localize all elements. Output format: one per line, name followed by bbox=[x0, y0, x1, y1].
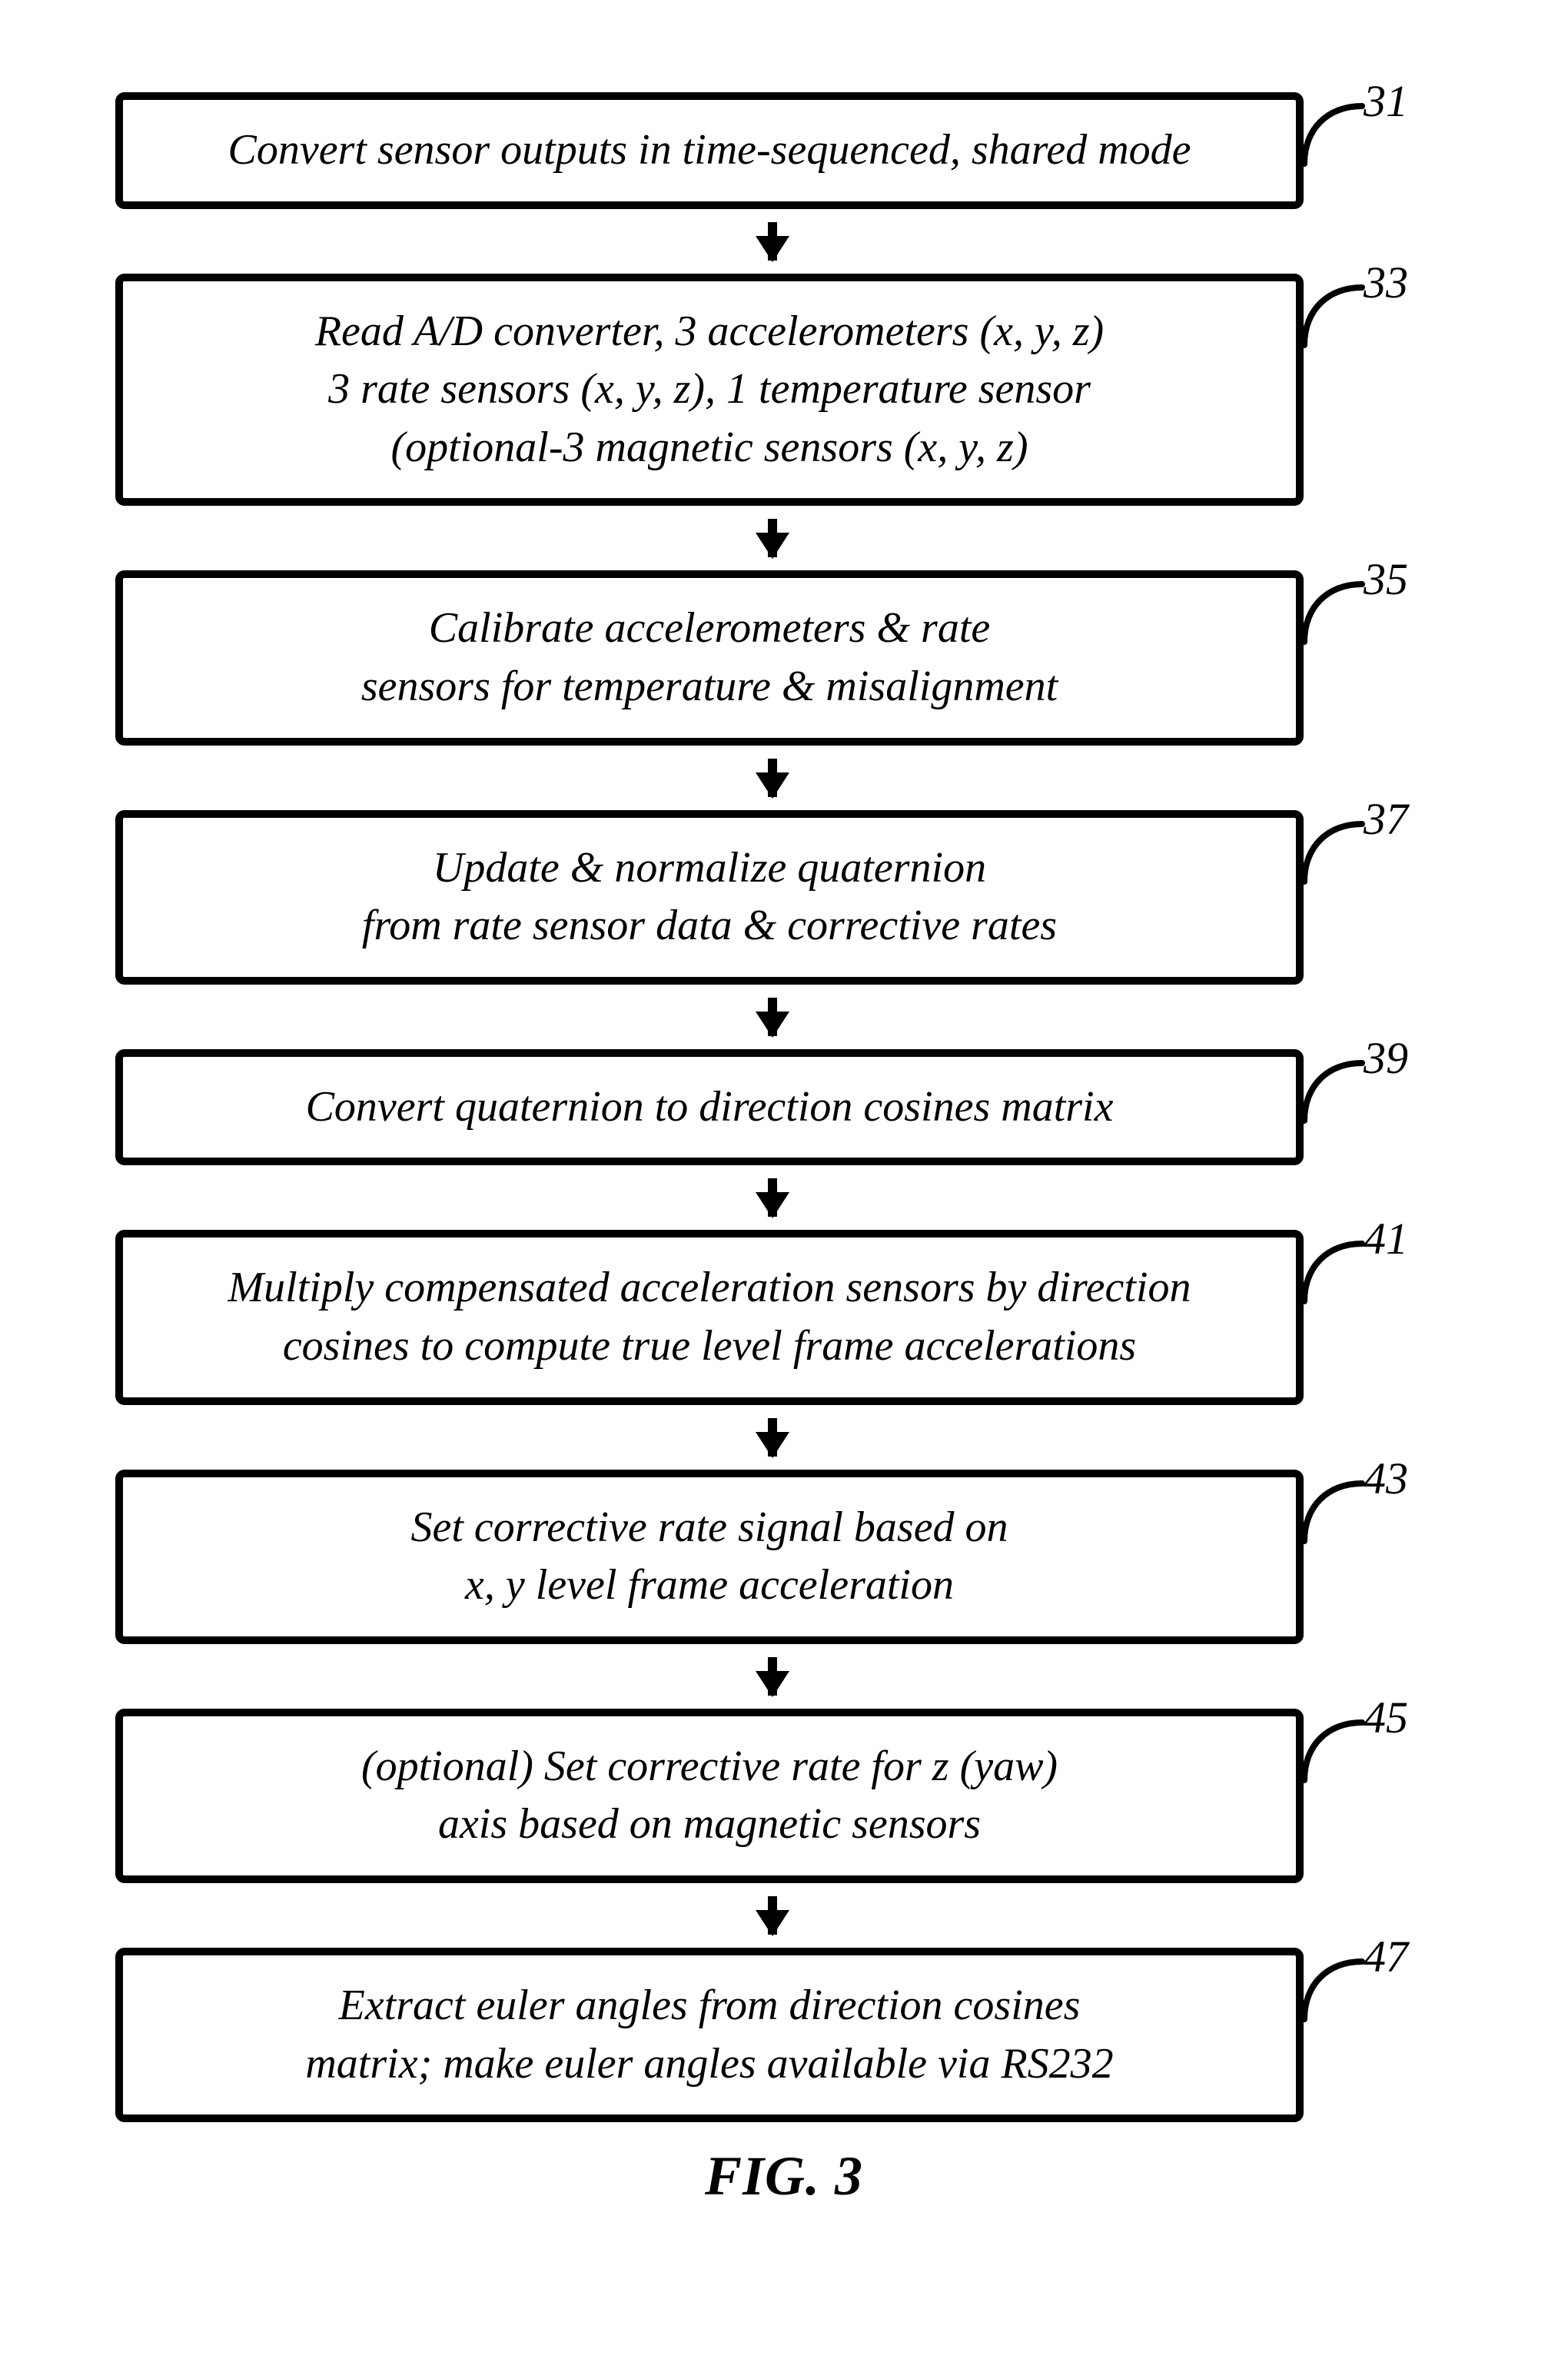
flow-step-text: (optional-3 magnetic sensors (x, y, z) bbox=[391, 419, 1028, 477]
flow-step-box: Read A/D converter, 3 accelerometers (x,… bbox=[115, 274, 1304, 507]
flow-step-box: Convert quaternion to direction cosines … bbox=[115, 1049, 1304, 1166]
flow-step-text: matrix; make euler angles available via … bbox=[305, 2035, 1113, 2094]
ref-number: 41 bbox=[1364, 1213, 1408, 1264]
flow-step-box: Update & normalize quaternionfrom rate s… bbox=[115, 810, 1304, 985]
flow-step-text: Calibrate accelerometers & rate bbox=[429, 600, 990, 658]
flow-step-text: sensors for temperature & misalignment bbox=[361, 658, 1058, 716]
figure-caption: FIG. 3 bbox=[0, 2144, 1568, 2208]
flow-step-text: from rate sensor data & corrective rates bbox=[362, 897, 1057, 955]
flow-step-box: Calibrate accelerometers & ratesensors f… bbox=[115, 570, 1304, 745]
ref-leader-curve-icon bbox=[1301, 816, 1370, 885]
flow-step-text: Read A/D converter, 3 accelerometers (x,… bbox=[315, 303, 1104, 361]
flow-step-box: (optional) Set corrective rate for z (ya… bbox=[115, 1709, 1304, 1883]
ref-number: 45 bbox=[1364, 1692, 1408, 1743]
arrow-down-icon bbox=[768, 1896, 777, 1935]
arrow-down-icon bbox=[768, 222, 777, 261]
arrow-down-icon bbox=[768, 519, 777, 557]
flow-step-box: Convert sensor outputs in time-sequenced… bbox=[115, 92, 1304, 209]
flow-arrow bbox=[115, 506, 1430, 570]
arrow-down-icon bbox=[768, 998, 777, 1036]
ref-number: 35 bbox=[1364, 553, 1408, 605]
flow-step-text: Convert quaternion to direction cosines … bbox=[306, 1078, 1114, 1137]
flow-step-box: Set corrective rate signal based onx, y … bbox=[115, 1470, 1304, 1644]
flow-step: Read A/D converter, 3 accelerometers (x,… bbox=[115, 274, 1430, 507]
ref-number: 47 bbox=[1364, 1931, 1408, 1982]
flow-arrow bbox=[115, 1644, 1430, 1709]
flow-step-text: Update & normalize quaternion bbox=[433, 839, 986, 898]
flow-arrow bbox=[115, 1883, 1430, 1948]
flow-step-box: Extract euler angles from direction cosi… bbox=[115, 1948, 1304, 2122]
flow-step-text: Convert sensor outputs in time-sequenced… bbox=[228, 121, 1191, 180]
flow-arrow bbox=[115, 746, 1430, 810]
flow-step-text: axis based on magnetic sensors bbox=[438, 1796, 981, 1854]
ref-leader-curve-icon bbox=[1301, 280, 1370, 349]
ref-leader-curve-icon bbox=[1301, 1055, 1370, 1125]
flow-step-box: Multiply compensated acceleration sensor… bbox=[115, 1230, 1304, 1404]
flow-step: Multiply compensated acceleration sensor… bbox=[115, 1230, 1430, 1404]
flow-step-text: 3 rate sensors (x, y, z), 1 temperature … bbox=[328, 360, 1091, 419]
ref-number: 37 bbox=[1364, 793, 1408, 845]
ref-leader-curve-icon bbox=[1301, 1476, 1370, 1545]
ref-leader-curve-icon bbox=[1301, 1236, 1370, 1305]
flow-step-text: Set corrective rate signal based on bbox=[410, 1499, 1008, 1557]
ref-leader-curve-icon bbox=[1301, 1715, 1370, 1784]
flow-arrow bbox=[115, 209, 1430, 274]
flow-step-text: Multiply compensated acceleration sensor… bbox=[228, 1259, 1191, 1317]
ref-leader-curve-icon bbox=[1301, 98, 1370, 168]
arrow-down-icon bbox=[768, 1657, 777, 1696]
flow-arrow bbox=[115, 1165, 1430, 1230]
arrow-down-icon bbox=[768, 1178, 777, 1217]
flow-step-text: (optional) Set corrective rate for z (ya… bbox=[361, 1738, 1058, 1796]
flow-step: Convert sensor outputs in time-sequenced… bbox=[115, 92, 1430, 209]
flowchart-container: Convert sensor outputs in time-sequenced… bbox=[115, 92, 1430, 2122]
flow-step: (optional) Set corrective rate for z (ya… bbox=[115, 1709, 1430, 1883]
flow-step-text: cosines to compute true level frame acce… bbox=[283, 1317, 1136, 1376]
ref-leader-curve-icon bbox=[1301, 1954, 1370, 2023]
flow-step: Update & normalize quaternionfrom rate s… bbox=[115, 810, 1430, 985]
flow-arrow bbox=[115, 985, 1430, 1049]
ref-number: 39 bbox=[1364, 1032, 1408, 1084]
ref-number: 33 bbox=[1364, 257, 1408, 308]
ref-number: 43 bbox=[1364, 1453, 1408, 1504]
arrow-down-icon bbox=[768, 1418, 777, 1457]
flow-step-text: Extract euler angles from direction cosi… bbox=[339, 1977, 1081, 2035]
arrow-down-icon bbox=[768, 759, 777, 797]
flow-arrow bbox=[115, 1405, 1430, 1470]
flow-step: Extract euler angles from direction cosi… bbox=[115, 1948, 1430, 2122]
flow-step: Convert quaternion to direction cosines … bbox=[115, 1049, 1430, 1166]
flow-step: Calibrate accelerometers & ratesensors f… bbox=[115, 570, 1430, 745]
ref-leader-curve-icon bbox=[1301, 576, 1370, 646]
flow-step-text: x, y level frame acceleration bbox=[465, 1556, 954, 1615]
ref-number: 31 bbox=[1364, 75, 1408, 127]
flow-step: Set corrective rate signal based onx, y … bbox=[115, 1470, 1430, 1644]
